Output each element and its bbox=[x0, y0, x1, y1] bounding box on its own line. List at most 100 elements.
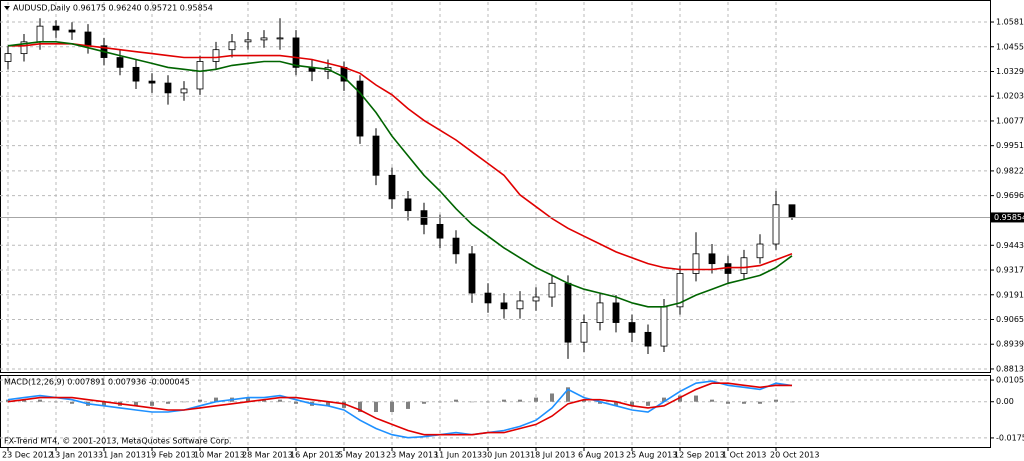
candle-body bbox=[772, 204, 780, 245]
price-panel bbox=[0, 0, 991, 373]
histogram-bar bbox=[774, 399, 778, 402]
y-tick-label: 0.89395 bbox=[996, 340, 1024, 349]
candle-body bbox=[292, 37, 300, 68]
candle-body bbox=[180, 88, 188, 94]
candle-body bbox=[116, 57, 124, 68]
histogram-bar bbox=[550, 393, 554, 402]
candle-body bbox=[132, 66, 140, 82]
histogram-bar bbox=[406, 401, 410, 409]
candle-body bbox=[548, 282, 556, 298]
candle-body bbox=[244, 39, 252, 43]
candle-body bbox=[484, 292, 492, 304]
candle-body bbox=[628, 322, 636, 333]
histogram-bar bbox=[438, 401, 442, 403]
candle-body bbox=[612, 302, 620, 323]
x-tick-label: 1 Oct 2013 bbox=[722, 451, 766, 460]
candle-body bbox=[692, 253, 700, 274]
candle-body bbox=[148, 80, 156, 84]
histogram-bar bbox=[278, 399, 282, 402]
macd-line bbox=[7, 380, 793, 439]
candle-body bbox=[276, 37, 284, 40]
x-tick-label: 19 Feb 2013 bbox=[146, 451, 196, 460]
histogram-bar bbox=[374, 401, 378, 413]
candle-body bbox=[500, 302, 508, 310]
histogram-bar bbox=[390, 401, 394, 413]
x-tick-label: 12 Sep 2013 bbox=[674, 451, 725, 460]
candle-body bbox=[52, 25, 60, 31]
histogram-bar bbox=[358, 401, 362, 413]
histogram-bar bbox=[742, 401, 746, 404]
x-tick-label: 23 Dec 2012 bbox=[2, 451, 53, 460]
menu-arrow bbox=[4, 6, 10, 10]
candle-body bbox=[164, 82, 172, 94]
candle-body bbox=[68, 29, 76, 33]
histogram-bar bbox=[502, 399, 506, 402]
chart-title: AUDUSD,Daily 0.96175 0.96240 0.95721 0.9… bbox=[13, 4, 213, 13]
histogram-bar bbox=[646, 401, 650, 406]
y-tick-label: 0.96965 bbox=[996, 191, 1024, 200]
y-tick-label: 1.02030 bbox=[996, 92, 1024, 101]
candle-body bbox=[532, 296, 540, 302]
histogram-bar bbox=[262, 399, 266, 402]
histogram-bar bbox=[70, 401, 74, 404]
candle-body bbox=[260, 37, 268, 41]
histogram-bar bbox=[710, 399, 714, 402]
candle-body bbox=[788, 204, 796, 218]
y-tick-label: 0.010535 bbox=[996, 376, 1024, 385]
candle-body bbox=[644, 331, 652, 347]
histogram-bar bbox=[470, 401, 474, 403]
y-tick-label: -0.01759 bbox=[996, 433, 1024, 442]
x-tick-label: 10 Mar 2013 bbox=[194, 451, 245, 460]
x-tick-label: 5 May 2013 bbox=[338, 451, 385, 460]
x-tick-label: 25 Aug 2013 bbox=[626, 451, 677, 460]
candle-body bbox=[356, 80, 364, 137]
candle-body bbox=[580, 322, 588, 343]
y-tick-label: 1.05810 bbox=[996, 18, 1024, 27]
histogram-bar bbox=[294, 401, 298, 404]
candle-body bbox=[468, 253, 476, 294]
y-tick-label: 1.03290 bbox=[996, 67, 1024, 76]
histogram-bar bbox=[518, 399, 522, 402]
histogram-bar bbox=[790, 401, 794, 403]
histogram-bar bbox=[566, 387, 570, 402]
candle-body bbox=[36, 25, 44, 43]
candle-body bbox=[740, 257, 748, 274]
histogram-bar bbox=[614, 401, 618, 406]
candle-body bbox=[436, 223, 444, 239]
y-tick-label: 0.93175 bbox=[996, 266, 1024, 275]
candle-body bbox=[388, 174, 396, 200]
x-tick-label: 11 Jun 2013 bbox=[434, 451, 482, 460]
macd-title: MACD(12,26,9) 0.007891 0.007936 -0.00004… bbox=[4, 378, 190, 387]
x-tick-label: 30 Jun 2013 bbox=[482, 451, 530, 460]
last-price-label: 0.95854 bbox=[994, 213, 1024, 222]
histogram-bar bbox=[534, 397, 538, 402]
candle-body bbox=[452, 237, 460, 255]
histogram-bar bbox=[6, 399, 10, 402]
histogram-bar bbox=[326, 401, 330, 406]
histogram-bar bbox=[694, 395, 698, 402]
candle-body bbox=[20, 41, 28, 55]
x-tick-label: 13 Jan 2013 bbox=[50, 451, 98, 460]
histogram-bar bbox=[182, 401, 186, 403]
moving-average bbox=[7, 41, 793, 308]
histogram-bar bbox=[662, 397, 666, 402]
candle-body bbox=[596, 302, 604, 323]
histogram-bar bbox=[22, 399, 26, 402]
histogram-bar bbox=[486, 401, 490, 403]
histogram-bar bbox=[342, 401, 346, 408]
candle-body bbox=[196, 61, 204, 90]
x-tick-label: 20 Oct 2013 bbox=[770, 451, 819, 460]
grid bbox=[0, 2, 990, 447]
y-tick-label: 1.04550 bbox=[996, 42, 1024, 51]
histogram-bar bbox=[54, 401, 58, 403]
candle-body bbox=[516, 300, 524, 310]
candle-body bbox=[676, 273, 684, 308]
histogram-bar bbox=[102, 401, 106, 406]
histogram-bar bbox=[678, 395, 682, 402]
y-tick-label: 0.00 bbox=[996, 397, 1014, 406]
histogram-bar bbox=[198, 399, 202, 402]
candle-body bbox=[404, 198, 412, 212]
histogram-bar bbox=[582, 399, 586, 402]
histogram-bar bbox=[422, 401, 426, 404]
